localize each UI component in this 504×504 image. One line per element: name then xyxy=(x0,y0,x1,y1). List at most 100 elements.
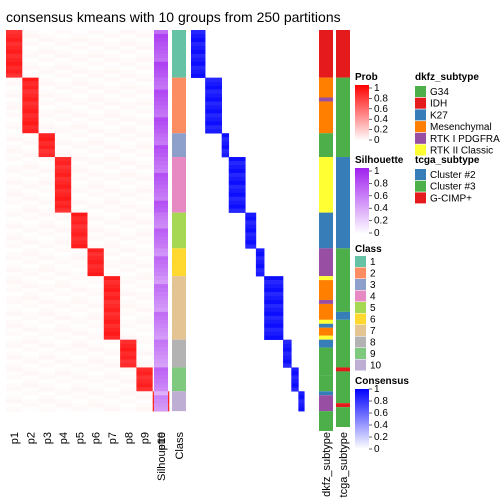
prob-cell xyxy=(103,383,121,388)
prob-cell xyxy=(22,295,39,301)
prob-cell xyxy=(6,164,23,170)
prob-cell xyxy=(54,248,72,253)
prob-cell xyxy=(103,69,121,74)
prob-cell xyxy=(103,133,121,138)
prob-cell xyxy=(136,61,153,67)
prob-cell xyxy=(71,65,88,70)
prob-cell xyxy=(54,315,72,321)
consensus-cell xyxy=(298,391,305,396)
prob-cell xyxy=(103,240,121,245)
consensus-cell xyxy=(255,260,265,265)
silhouette-cell xyxy=(154,204,168,209)
consensus-tick-label: 0.6 xyxy=(374,408,388,419)
prob-cell xyxy=(22,89,39,94)
prob-cell xyxy=(22,355,39,360)
dkfz-block xyxy=(319,339,333,348)
consensus-cell xyxy=(298,403,305,408)
prob-cell xyxy=(6,33,23,39)
prob-cell xyxy=(71,61,88,67)
prob-cell xyxy=(71,284,88,289)
class-swatch xyxy=(355,325,366,336)
prob-cell xyxy=(103,391,121,396)
prob-cell xyxy=(120,351,137,356)
prob-cell xyxy=(38,331,56,336)
prob-cell xyxy=(87,367,105,372)
prob-cell xyxy=(103,331,121,336)
consensus-cell xyxy=(255,252,265,257)
prob-cell xyxy=(54,172,72,178)
prob-cell xyxy=(120,188,137,194)
tcga-block xyxy=(336,403,350,408)
prob-cell xyxy=(38,157,56,162)
prob-cell xyxy=(54,53,72,59)
prob-cell xyxy=(6,343,23,348)
silhouette-cell xyxy=(154,395,168,400)
prob-cell xyxy=(22,224,39,229)
prob-cell xyxy=(71,379,88,384)
prob-cell xyxy=(54,228,72,233)
silhouette-cell xyxy=(154,73,168,78)
prob-cell xyxy=(38,129,56,134)
class-label: 4 xyxy=(370,292,376,303)
silhouette-cell xyxy=(154,172,168,178)
prob-cell xyxy=(6,363,23,368)
prob-cell xyxy=(22,109,39,114)
prob-cell xyxy=(71,276,88,281)
prob-cell xyxy=(120,224,137,229)
prob-cell xyxy=(136,403,153,408)
prob-cell xyxy=(54,184,72,190)
prob-cell xyxy=(71,41,88,47)
consensus-cell xyxy=(264,303,284,309)
prob-cell xyxy=(6,133,23,138)
prob-cell xyxy=(87,260,105,265)
prob-cell xyxy=(71,303,88,309)
prob-cell xyxy=(6,339,23,344)
prob-cell xyxy=(54,363,72,368)
silhouette-cell xyxy=(154,391,168,396)
prob-cell xyxy=(71,129,88,134)
prob-cell xyxy=(71,307,88,313)
prob-cell xyxy=(87,117,105,122)
prob-cell xyxy=(120,292,137,297)
dkfz-block xyxy=(319,395,333,412)
prob-cell xyxy=(136,176,153,182)
prob-cell xyxy=(22,367,39,372)
prob-cell xyxy=(120,339,137,344)
prob-cell xyxy=(103,363,121,368)
prob-cell xyxy=(22,41,39,47)
prob-cell xyxy=(38,240,56,245)
prob-cell xyxy=(22,387,39,392)
prob-cell xyxy=(6,327,23,333)
silhouette-cell xyxy=(154,224,168,229)
consensus-cell xyxy=(228,200,246,205)
prob-cell xyxy=(103,188,121,194)
prob-cell xyxy=(136,89,153,94)
consensus-cell xyxy=(205,101,222,106)
tcga-block xyxy=(336,319,350,368)
prob-cell xyxy=(54,101,72,106)
prob-cell xyxy=(87,307,105,313)
silhouette-cell xyxy=(154,117,168,122)
prob-cell xyxy=(136,73,153,78)
prob-cell xyxy=(71,188,88,194)
prob-cell xyxy=(38,192,56,198)
prob-cell xyxy=(6,129,23,134)
prob-cell xyxy=(71,196,88,202)
prob-cell xyxy=(87,288,105,293)
silhouette-cell xyxy=(154,276,168,281)
prob-cell xyxy=(136,399,153,404)
class-label: 7 xyxy=(370,326,376,337)
prob-cell xyxy=(6,276,23,281)
class-column-label: Class xyxy=(174,432,186,460)
prob-cell xyxy=(136,371,153,376)
prob-cell xyxy=(6,188,23,194)
prob-cell xyxy=(22,264,39,269)
prob-cell xyxy=(103,292,121,297)
prob-cell xyxy=(22,157,39,162)
prob-cell xyxy=(22,117,39,122)
consensus-cell xyxy=(205,121,222,126)
consensus-cell xyxy=(298,407,305,412)
prob-cell xyxy=(54,117,72,122)
prob-cell xyxy=(71,319,88,325)
silhouette-cell xyxy=(154,343,168,348)
